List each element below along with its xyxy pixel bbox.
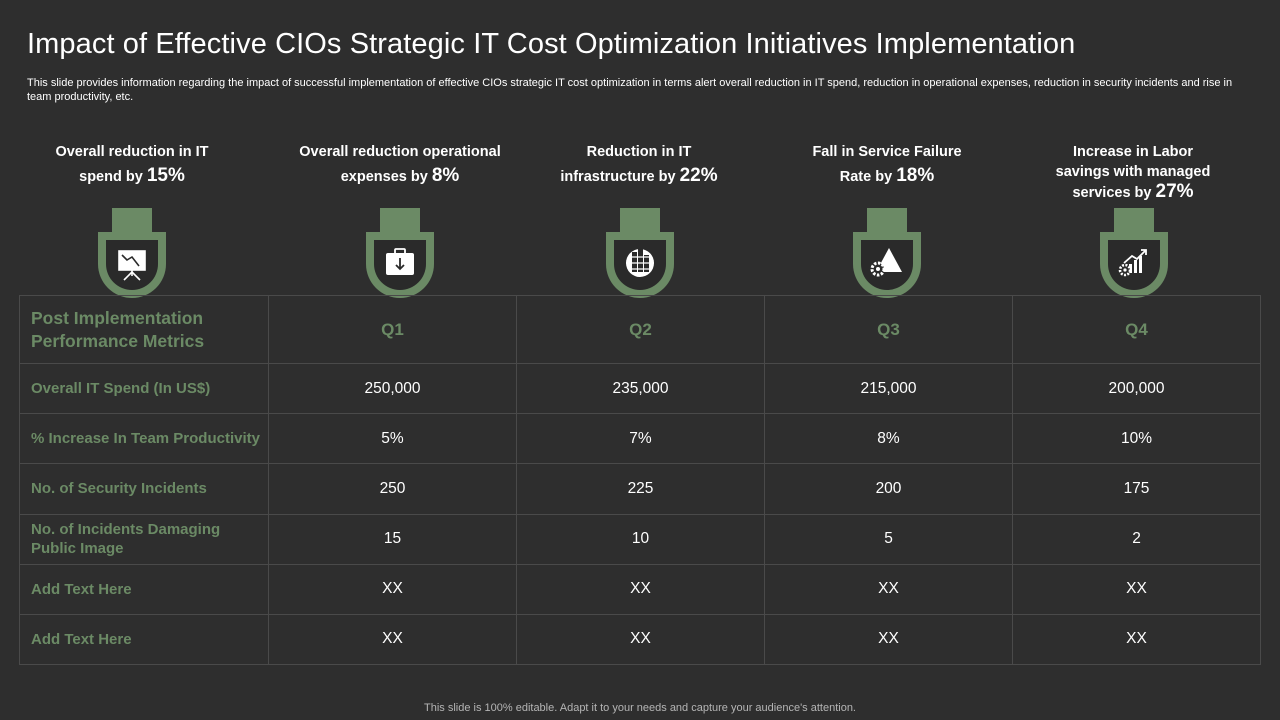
kpi-5-badge [1096,208,1172,300]
table-header-row: Post Implementation Performance Metrics … [19,294,1261,365]
kpi-1-text: Overall reduction in IT spend by [55,144,209,185]
kpi-2-text: Overall reduction operational expenses b… [299,144,501,185]
header-q2: Q2 [516,294,765,365]
page-subtitle: This slide provides information regardin… [27,77,1233,103]
kpi-5-value: 27% [1155,181,1194,202]
briefcase-down-arrow-icon [386,248,414,275]
table-row: Add Text Here XX XX XX XX [19,613,1261,666]
kpi-2-value: 8% [431,165,460,186]
building-network-icon [626,249,654,277]
row-label: Overall IT Spend (In US$) [19,363,269,415]
kpi-2-caption: Overall reduction operational expenses b… [285,140,515,220]
table-cell: 10 [516,513,765,565]
table-cell: XX [516,613,765,666]
header-metrics-label: Post Implementation Performance Metrics [19,294,269,365]
kpi-4-badge [849,208,925,300]
kpi-1-value: 15% [146,165,185,186]
table-cell: 200 [764,463,1013,515]
row-label: % Increase In Team Productivity [19,413,269,465]
table-cell: XX [268,563,517,615]
kpi-3-text: Reduction in IT infrastructure by [560,144,692,185]
table-row: No. of Incidents Damaging Public Image 1… [19,513,1261,565]
table-cell: 225 [516,463,765,515]
row-label: Add Text Here [19,613,269,666]
header-q3: Q3 [764,294,1013,365]
table-cell: 5% [268,413,517,465]
kpi-3-badge [602,208,678,300]
table-cell: 250,000 [268,363,517,415]
kpi-3-value: 22% [679,165,718,186]
kpi-1-badge [94,208,170,300]
table-cell: XX [268,613,517,666]
kpi-5-caption: Increase in Labor savings with managed s… [1018,142,1248,222]
row-label: Add Text Here [19,563,269,615]
table-cell: 5 [764,513,1013,565]
metrics-table: Post Implementation Performance Metrics … [19,294,1261,666]
table-cell: 7% [516,413,765,465]
kpi-3-caption: Reduction in IT infrastructure by 22% [524,140,754,220]
kpi-4-value: 18% [896,165,935,186]
kpi-2-badge [362,208,438,300]
kpi-5-text: Increase in Labor savings with managed s… [1055,144,1211,201]
row-label: No. of Security Incidents [19,463,269,515]
row-label: No. of Incidents Damaging Public Image [19,513,269,565]
gear-warning-triangle-icon [870,248,902,277]
table-cell: 2 [1012,513,1261,565]
table-cell: 175 [1012,463,1261,515]
table-cell: 250 [268,463,517,515]
table-cell: 200,000 [1012,363,1261,415]
table-cell: XX [1012,613,1261,666]
table-cell: XX [1012,563,1261,615]
table-row: Overall IT Spend (In US$) 250,000 235,00… [19,363,1261,415]
header-q1: Q1 [268,294,517,365]
table-cell: 215,000 [764,363,1013,415]
table-row: No. of Security Incidents 250 225 200 17… [19,463,1261,515]
table-row: Add Text Here XX XX XX XX [19,563,1261,615]
table-cell: 235,000 [516,363,765,415]
table-cell: XX [764,613,1013,666]
footer-note: This slide is 100% editable. Adapt it to… [424,702,856,714]
presentation-board-icon [118,250,146,281]
table-cell: 15 [268,513,517,565]
header-q4: Q4 [1012,294,1261,365]
table-cell: XX [516,563,765,615]
table-cell: XX [764,563,1013,615]
page-title: Impact of Effective CIOs Strategic IT Co… [27,28,1076,60]
table-cell: 10% [1012,413,1261,465]
gear-growth-chart-icon [1118,249,1147,277]
kpi-4-caption: Fall in Service Failure Rate by 18% [772,140,1002,220]
kpi-4-text: Fall in Service Failure Rate by [812,144,962,185]
table-cell: 8% [764,413,1013,465]
kpi-1-caption: Overall reduction in IT spend by 15% [17,140,247,220]
table-row: % Increase In Team Productivity 5% 7% 8%… [19,413,1261,465]
